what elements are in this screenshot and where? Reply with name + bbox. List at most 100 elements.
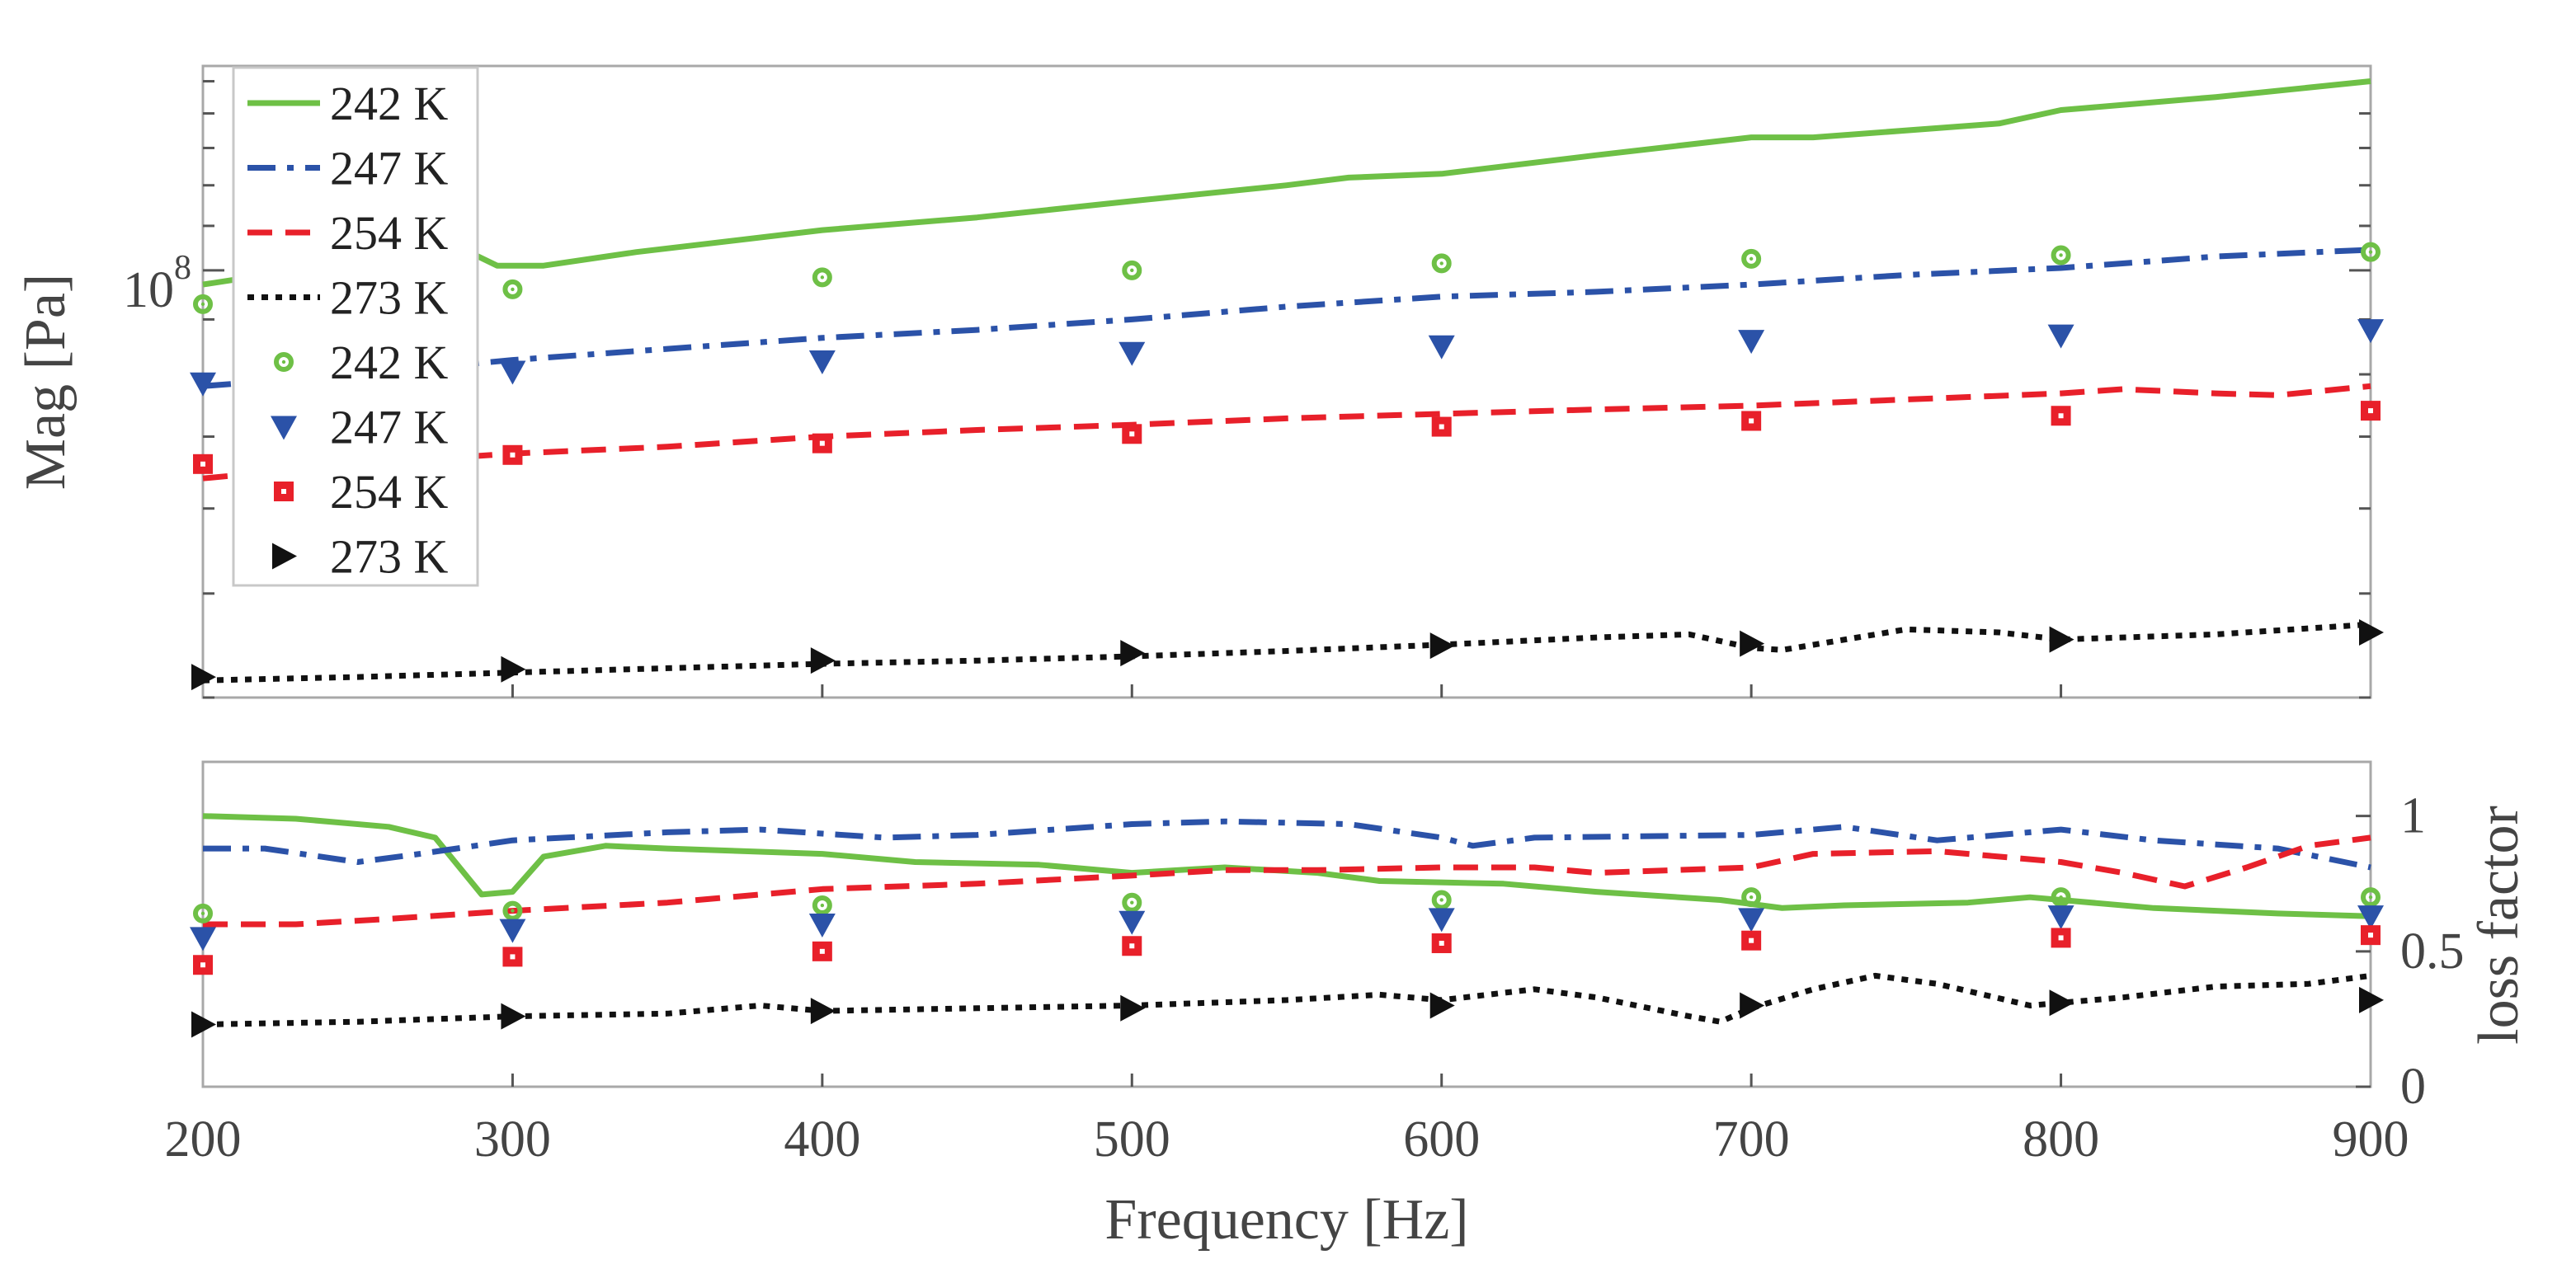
mag-marker-247k-300 — [499, 360, 526, 385]
x-tick-label: 900 — [2333, 1111, 2409, 1168]
loss-marker-242k-700 — [1741, 887, 1762, 908]
loss-marker-273k-700 — [1740, 992, 1765, 1019]
mag-marker-247k-500 — [1118, 341, 1146, 366]
legend-swatch — [271, 416, 297, 440]
mag-marker-273k-200 — [191, 664, 216, 691]
loss-marker-242k-300 — [502, 900, 523, 921]
loss-marker-247k-400 — [808, 914, 836, 937]
mag-marker-254k-500 — [1122, 424, 1142, 444]
legend-label: 242 K — [330, 336, 449, 389]
loss-marker-242k-500 — [1122, 892, 1142, 913]
loss-marker-273k-200 — [191, 1011, 216, 1038]
mag-marker-273k-800 — [2049, 626, 2074, 653]
mag-marker-273k-300 — [501, 655, 526, 683]
x-tick-label: 700 — [1713, 1111, 1790, 1168]
mag-marker-273k-500 — [1120, 640, 1146, 667]
mag-marker-247k-800 — [2047, 324, 2074, 349]
x-tick-label: 800 — [2023, 1111, 2099, 1168]
loss-marker-247k-500 — [1118, 910, 1146, 935]
loss-marker-273k-300 — [501, 1003, 526, 1030]
loss-marker-247k-300 — [499, 919, 526, 943]
mag-marker-254k-900 — [2361, 401, 2381, 421]
loss-marker-254k-300 — [502, 947, 523, 967]
legend-label: 273 K — [330, 530, 449, 584]
y-axis-label-loss-factor: loss factor — [2467, 806, 2531, 1045]
loss-series-line-247k — [203, 818, 2371, 871]
loss-marker-247k-700 — [1738, 908, 1765, 933]
loss-marker-242k-200 — [193, 903, 213, 923]
loss-marker-247k-600 — [1428, 908, 1455, 933]
legend-label: 247 K — [330, 142, 449, 195]
legend-label: 254 K — [330, 465, 449, 519]
mag-marker-247k-200 — [190, 372, 216, 397]
mag-marker-242k-800 — [2051, 245, 2071, 265]
y-tick-label: 0 — [2400, 1059, 2426, 1115]
loss-marker-242k-600 — [1431, 890, 1452, 910]
y-tick-label: 0.5 — [2400, 923, 2465, 980]
loss-marker-242k-400 — [812, 895, 832, 916]
loss-marker-247k-800 — [2047, 905, 2074, 930]
mag-marker-247k-900 — [2357, 319, 2384, 344]
loss-marker-247k-900 — [2357, 905, 2384, 930]
loss-marker-273k-500 — [1120, 994, 1146, 1022]
legend-entry-1: 247 K — [247, 142, 449, 195]
loss-series-line-273k — [202, 972, 2371, 1027]
mag-marker-242k-900 — [2361, 242, 2381, 262]
loss-marker-273k-600 — [1429, 992, 1455, 1019]
legend-label: 242 K — [330, 77, 449, 130]
y-tick-exponent: 8 — [174, 249, 191, 287]
loss-marker-273k-900 — [2359, 986, 2384, 1013]
legend-swatch — [272, 543, 297, 570]
legend-label: 247 K — [330, 401, 449, 454]
legend-entry-7: 273 K — [272, 530, 449, 584]
legend-label: 273 K — [330, 271, 449, 325]
mag-marker-273k-900 — [2359, 618, 2384, 646]
mag-marker-254k-800 — [2051, 406, 2071, 426]
mag-marker-273k-400 — [810, 647, 836, 674]
legend-entry-5: 247 K — [271, 401, 449, 454]
loss-marker-254k-400 — [812, 941, 832, 961]
x-tick-label: 200 — [165, 1111, 242, 1168]
loss-marker-242k-900 — [2361, 887, 2381, 908]
mag-marker-273k-600 — [1429, 632, 1455, 660]
mag-marker-242k-600 — [1431, 253, 1452, 274]
legend-swatch — [274, 482, 294, 501]
mag-marker-242k-300 — [502, 279, 523, 299]
loss-series-line-254k — [203, 834, 2371, 928]
mag-marker-242k-700 — [1741, 248, 1762, 269]
loss-marker-254k-600 — [1431, 933, 1452, 953]
loss-marker-242k-800 — [2051, 887, 2071, 908]
mag-marker-273k-700 — [1740, 630, 1765, 657]
y-tick-label: 1 — [2400, 788, 2426, 844]
mag-marker-247k-700 — [1738, 330, 1765, 355]
x-tick-label: 600 — [1403, 1111, 1480, 1168]
mag-marker-254k-200 — [193, 453, 213, 474]
loss-marker-273k-800 — [2049, 989, 2074, 1017]
legend-entry-2: 254 K — [247, 206, 449, 260]
loss-marker-254k-900 — [2361, 925, 2381, 946]
mag-marker-247k-600 — [1428, 335, 1455, 359]
mag-marker-242k-200 — [193, 294, 213, 314]
loss-marker-254k-800 — [2051, 928, 2071, 948]
mag-marker-254k-600 — [1431, 416, 1452, 437]
x-tick-label: 500 — [1094, 1111, 1170, 1168]
mag-marker-254k-400 — [812, 433, 832, 453]
mag-marker-242k-500 — [1122, 260, 1142, 280]
loss-marker-254k-700 — [1741, 930, 1762, 951]
x-tick-label: 400 — [784, 1111, 860, 1168]
loss-marker-254k-500 — [1122, 936, 1142, 956]
loss-series-line-242k — [202, 813, 2371, 919]
mag-series-line-247k — [202, 247, 2371, 389]
y-tick-label-1e8: 108 — [123, 249, 191, 318]
legend-entry-6: 254 K — [274, 465, 449, 519]
mag-marker-254k-300 — [502, 444, 523, 465]
x-axis-label: Frequency [Hz] — [1104, 1188, 1468, 1252]
legend-swatch — [274, 352, 294, 372]
legend: 242 K 247 K 254 K 273 K 242 K 247 K 254 K 273 K — [232, 66, 479, 587]
mag-marker-242k-400 — [812, 267, 832, 288]
mag-series-line-254k — [202, 383, 2371, 482]
loss-marker-247k-200 — [190, 927, 216, 952]
y-axis-label-magnitude: Mag [Pa] — [14, 274, 78, 490]
loss-marker-273k-400 — [810, 998, 836, 1025]
